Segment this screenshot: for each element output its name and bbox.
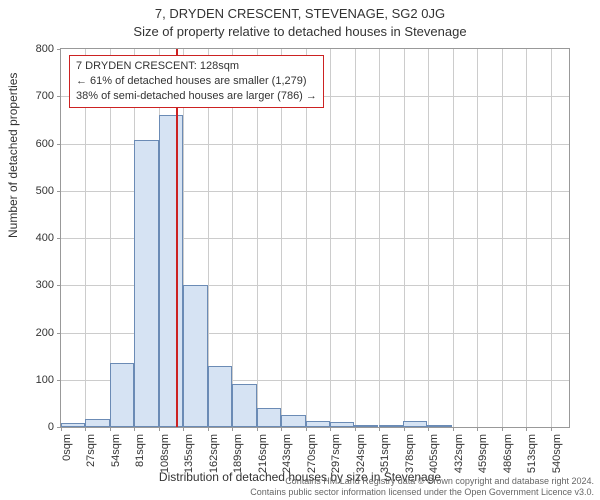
footer: Contains HM Land Registry data © Crown c… <box>250 476 594 498</box>
ytick-mark <box>57 285 61 286</box>
xtick-mark <box>379 427 380 431</box>
histogram-bar <box>403 421 427 427</box>
xtick-mark <box>159 427 160 431</box>
xtick-label: 405sqm <box>428 434 440 474</box>
histogram-bar <box>379 425 403 427</box>
xtick-mark <box>61 427 62 431</box>
footer-line-1: Contains HM Land Registry data © Crown c… <box>250 476 594 487</box>
page-title: 7, DRYDEN CRESCENT, STEVENAGE, SG2 0JG <box>0 6 600 21</box>
xtick-mark <box>526 427 527 431</box>
histogram-bar <box>134 140 158 427</box>
xtick-mark <box>355 427 356 431</box>
xtick-mark <box>257 427 258 431</box>
xtick-mark <box>85 427 86 431</box>
xtick-mark <box>502 427 503 431</box>
gridline-v <box>453 49 454 427</box>
xtick-mark <box>551 427 552 431</box>
xtick-mark <box>208 427 209 431</box>
ytick-mark <box>57 191 61 192</box>
xtick-mark <box>428 427 429 431</box>
ytick-label: 300 <box>14 279 54 291</box>
xtick-label: 432sqm <box>453 434 465 474</box>
gridline-v <box>428 49 429 427</box>
plot-area: 7 DRYDEN CRESCENT: 128sqm← 61% of detach… <box>60 48 570 428</box>
gridline-v <box>502 49 503 427</box>
ytick-mark <box>57 238 61 239</box>
ytick-label: 200 <box>14 327 54 339</box>
ytick-mark <box>57 49 61 50</box>
footer-line-2: Contains public sector information licen… <box>250 487 594 498</box>
xtick-label: 162sqm <box>208 434 220 474</box>
chart-page: 7, DRYDEN CRESCENT, STEVENAGE, SG2 0JG S… <box>0 0 600 500</box>
ytick-mark <box>57 380 61 381</box>
gridline-v <box>551 49 552 427</box>
gridline-v <box>477 49 478 427</box>
xtick-label: 108sqm <box>159 434 171 474</box>
histogram-bar <box>354 425 378 427</box>
xtick-label: 81sqm <box>134 434 146 474</box>
histogram-bar <box>232 384 256 427</box>
xtick-label: 135sqm <box>183 434 195 474</box>
chart-subtitle: Size of property relative to detached ho… <box>0 24 600 39</box>
xtick-mark <box>110 427 111 431</box>
infobox-line: 7 DRYDEN CRESCENT: 128sqm <box>76 59 317 74</box>
gridline-v <box>526 49 527 427</box>
histogram-bar <box>281 415 305 427</box>
histogram-bar <box>257 408 281 427</box>
ytick-label: 500 <box>14 185 54 197</box>
gridline-v <box>330 49 331 427</box>
histogram-bar <box>183 285 207 427</box>
histogram-bar <box>61 423 85 427</box>
ytick-mark <box>57 333 61 334</box>
histogram-bar <box>159 115 183 427</box>
ytick-mark <box>57 96 61 97</box>
histogram-bar <box>208 366 232 427</box>
ytick-mark <box>57 144 61 145</box>
infobox: 7 DRYDEN CRESCENT: 128sqm← 61% of detach… <box>69 55 324 108</box>
xtick-label: 27sqm <box>85 434 97 474</box>
gridline-v <box>404 49 405 427</box>
gridline-v <box>355 49 356 427</box>
xtick-mark <box>306 427 307 431</box>
xtick-mark <box>183 427 184 431</box>
xtick-label: 297sqm <box>330 434 342 474</box>
xtick-mark <box>232 427 233 431</box>
ytick-label: 800 <box>14 43 54 55</box>
histogram-bar <box>427 425 451 427</box>
xtick-mark <box>281 427 282 431</box>
ytick-label: 700 <box>14 90 54 102</box>
ytick-label: 600 <box>14 138 54 150</box>
xtick-label: 54sqm <box>110 434 122 474</box>
xtick-mark <box>453 427 454 431</box>
histogram-bar <box>85 419 109 428</box>
xtick-label: 216sqm <box>257 434 269 474</box>
xtick-label: 324sqm <box>355 434 367 474</box>
histogram-bar <box>306 421 330 427</box>
ytick-label: 400 <box>14 232 54 244</box>
xtick-label: 378sqm <box>404 434 416 474</box>
xtick-mark <box>477 427 478 431</box>
xtick-label: 351sqm <box>379 434 391 474</box>
xtick-mark <box>134 427 135 431</box>
xtick-label: 270sqm <box>306 434 318 474</box>
xtick-label: 189sqm <box>232 434 244 474</box>
xtick-mark <box>404 427 405 431</box>
infobox-line: ← 61% of detached houses are smaller (1,… <box>76 74 317 89</box>
xtick-label: 459sqm <box>477 434 489 474</box>
ytick-label: 100 <box>14 374 54 386</box>
xtick-label: 513sqm <box>526 434 538 474</box>
xtick-label: 486sqm <box>502 434 514 474</box>
histogram-bar <box>110 363 134 427</box>
histogram-bar <box>330 422 354 427</box>
gridline-v <box>379 49 380 427</box>
xtick-label: 0sqm <box>61 434 73 474</box>
xtick-mark <box>330 427 331 431</box>
xtick-label: 540sqm <box>551 434 563 474</box>
infobox-line: 38% of semi-detached houses are larger (… <box>76 89 317 104</box>
ytick-label: 0 <box>14 421 54 433</box>
xtick-label: 243sqm <box>281 434 293 474</box>
